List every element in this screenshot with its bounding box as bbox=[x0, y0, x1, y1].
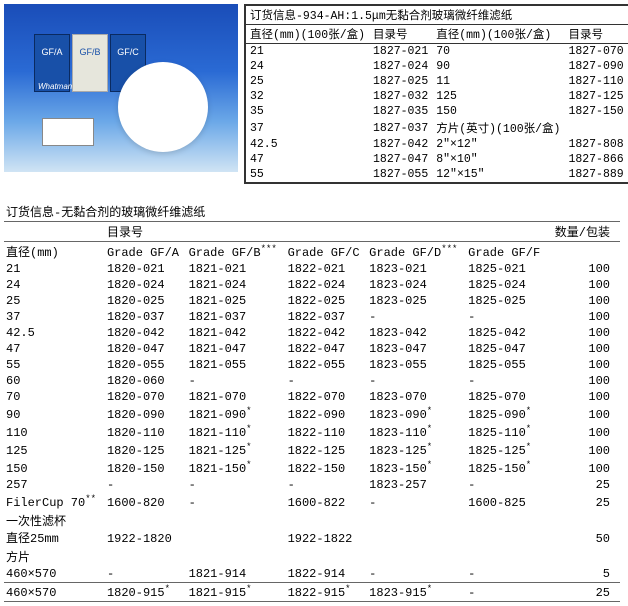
small-box bbox=[42, 118, 94, 146]
table2-title: 订货信息-无黏合剂的玻璃微纤维滤纸 bbox=[4, 202, 620, 222]
table-row: 211827-021701827-070 bbox=[245, 44, 628, 60]
table-row: 257---1823-257-25 bbox=[4, 477, 620, 493]
filter-disc bbox=[118, 62, 208, 152]
table-row: 551827-05512″×15″1827-889 bbox=[245, 167, 628, 183]
table-row: 701820-0701821-0701822-0701823-0701825-0… bbox=[4, 389, 620, 405]
table-row: 1501820-1501821-150*1822-1501823-150*182… bbox=[4, 459, 620, 477]
table2-grade-header: 直径(mm) Grade GF/AGrade GF/B***Grade GF/C… bbox=[4, 242, 620, 262]
table-row: 251820-0251821-0251822-0251823-0251825-0… bbox=[4, 293, 620, 309]
table-row: FilerCup 70**1600-820-1600-822-1600-8252… bbox=[4, 493, 620, 511]
table1-title: 订货信息-934-AH:1.5μm无黏合剂玻璃微纤维滤纸 bbox=[245, 5, 628, 25]
brand-label: Whatman bbox=[38, 82, 72, 91]
table-row: 一次性滤杯直径25mm1922-18201922-182250 bbox=[4, 511, 620, 547]
table-row: 241820-0241821-0241822-0241823-0241825-0… bbox=[4, 277, 620, 293]
table-row: 251827-025111827-110 bbox=[245, 74, 628, 89]
table-row: 1101820-1101821-110*1822-1101823-110*182… bbox=[4, 423, 620, 441]
table-row: 901820-0901821-090*1822-0901823-090*1825… bbox=[4, 405, 620, 423]
table-row: 551820-0551821-0551822-0551823-0551825-0… bbox=[4, 357, 620, 373]
product-box: GF/B bbox=[72, 34, 108, 92]
table-934ah: 订货信息-934-AH:1.5μm无黏合剂玻璃微纤维滤纸 直径(mm)(100张… bbox=[244, 4, 628, 184]
table-gf-grades: 订货信息-无黏合剂的玻璃微纤维滤纸 目录号 数量/包装 直径(mm) Grade… bbox=[4, 202, 620, 602]
sheet-label: 方片 bbox=[4, 547, 620, 566]
table-row: 351827-0351501827-150 bbox=[245, 104, 628, 119]
table2-header: 目录号 数量/包装 bbox=[4, 222, 620, 242]
table-row: 601820-060----100 bbox=[4, 373, 620, 389]
table-row: 471820-0471821-0471822-0471823-0471825-0… bbox=[4, 341, 620, 357]
table-row: 371827-037方片(英寸)(100张/盒) bbox=[245, 119, 628, 137]
table-row: 460×570-1821-9141822-914--5 bbox=[4, 566, 620, 583]
table1-header: 直径(mm)(100张/盒) 目录号 直径(mm)(100张/盒) 目录号 bbox=[245, 25, 628, 44]
table-row: 241827-024901827-090 bbox=[245, 59, 628, 74]
table-row: 471827-0478″×10″1827-866 bbox=[245, 152, 628, 167]
table-row: 211820-0211821-0211822-0211823-0211825-0… bbox=[4, 261, 620, 277]
product-image: GF/A GF/B GF/C Whatman bbox=[4, 4, 238, 172]
table-row: 321827-0321251827-125 bbox=[245, 89, 628, 104]
table-row: 371820-0371821-0371822-037--100 bbox=[4, 309, 620, 325]
table-row: 42.51827-0422″×12″1827-808 bbox=[245, 137, 628, 152]
table-row: 42.51820-0421821-0421822-0421823-0421825… bbox=[4, 325, 620, 341]
table-row: 460×5701820-915*1821-915*1822-915*1823-9… bbox=[4, 583, 620, 602]
table-row: 1251820-1251821-125*1822-1251823-125*182… bbox=[4, 441, 620, 459]
